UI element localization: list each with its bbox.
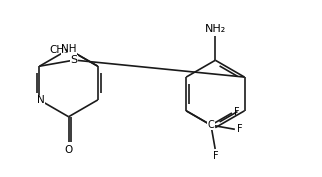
Text: CH₃: CH₃ (49, 45, 69, 55)
Text: O: O (64, 145, 73, 155)
Text: NH₂: NH₂ (205, 24, 226, 35)
Text: S: S (71, 55, 78, 65)
Text: F: F (213, 150, 219, 161)
Text: F: F (237, 124, 242, 134)
Text: NH: NH (61, 44, 76, 54)
Text: N: N (37, 95, 44, 105)
Text: F: F (233, 107, 239, 117)
Text: C: C (208, 120, 214, 130)
